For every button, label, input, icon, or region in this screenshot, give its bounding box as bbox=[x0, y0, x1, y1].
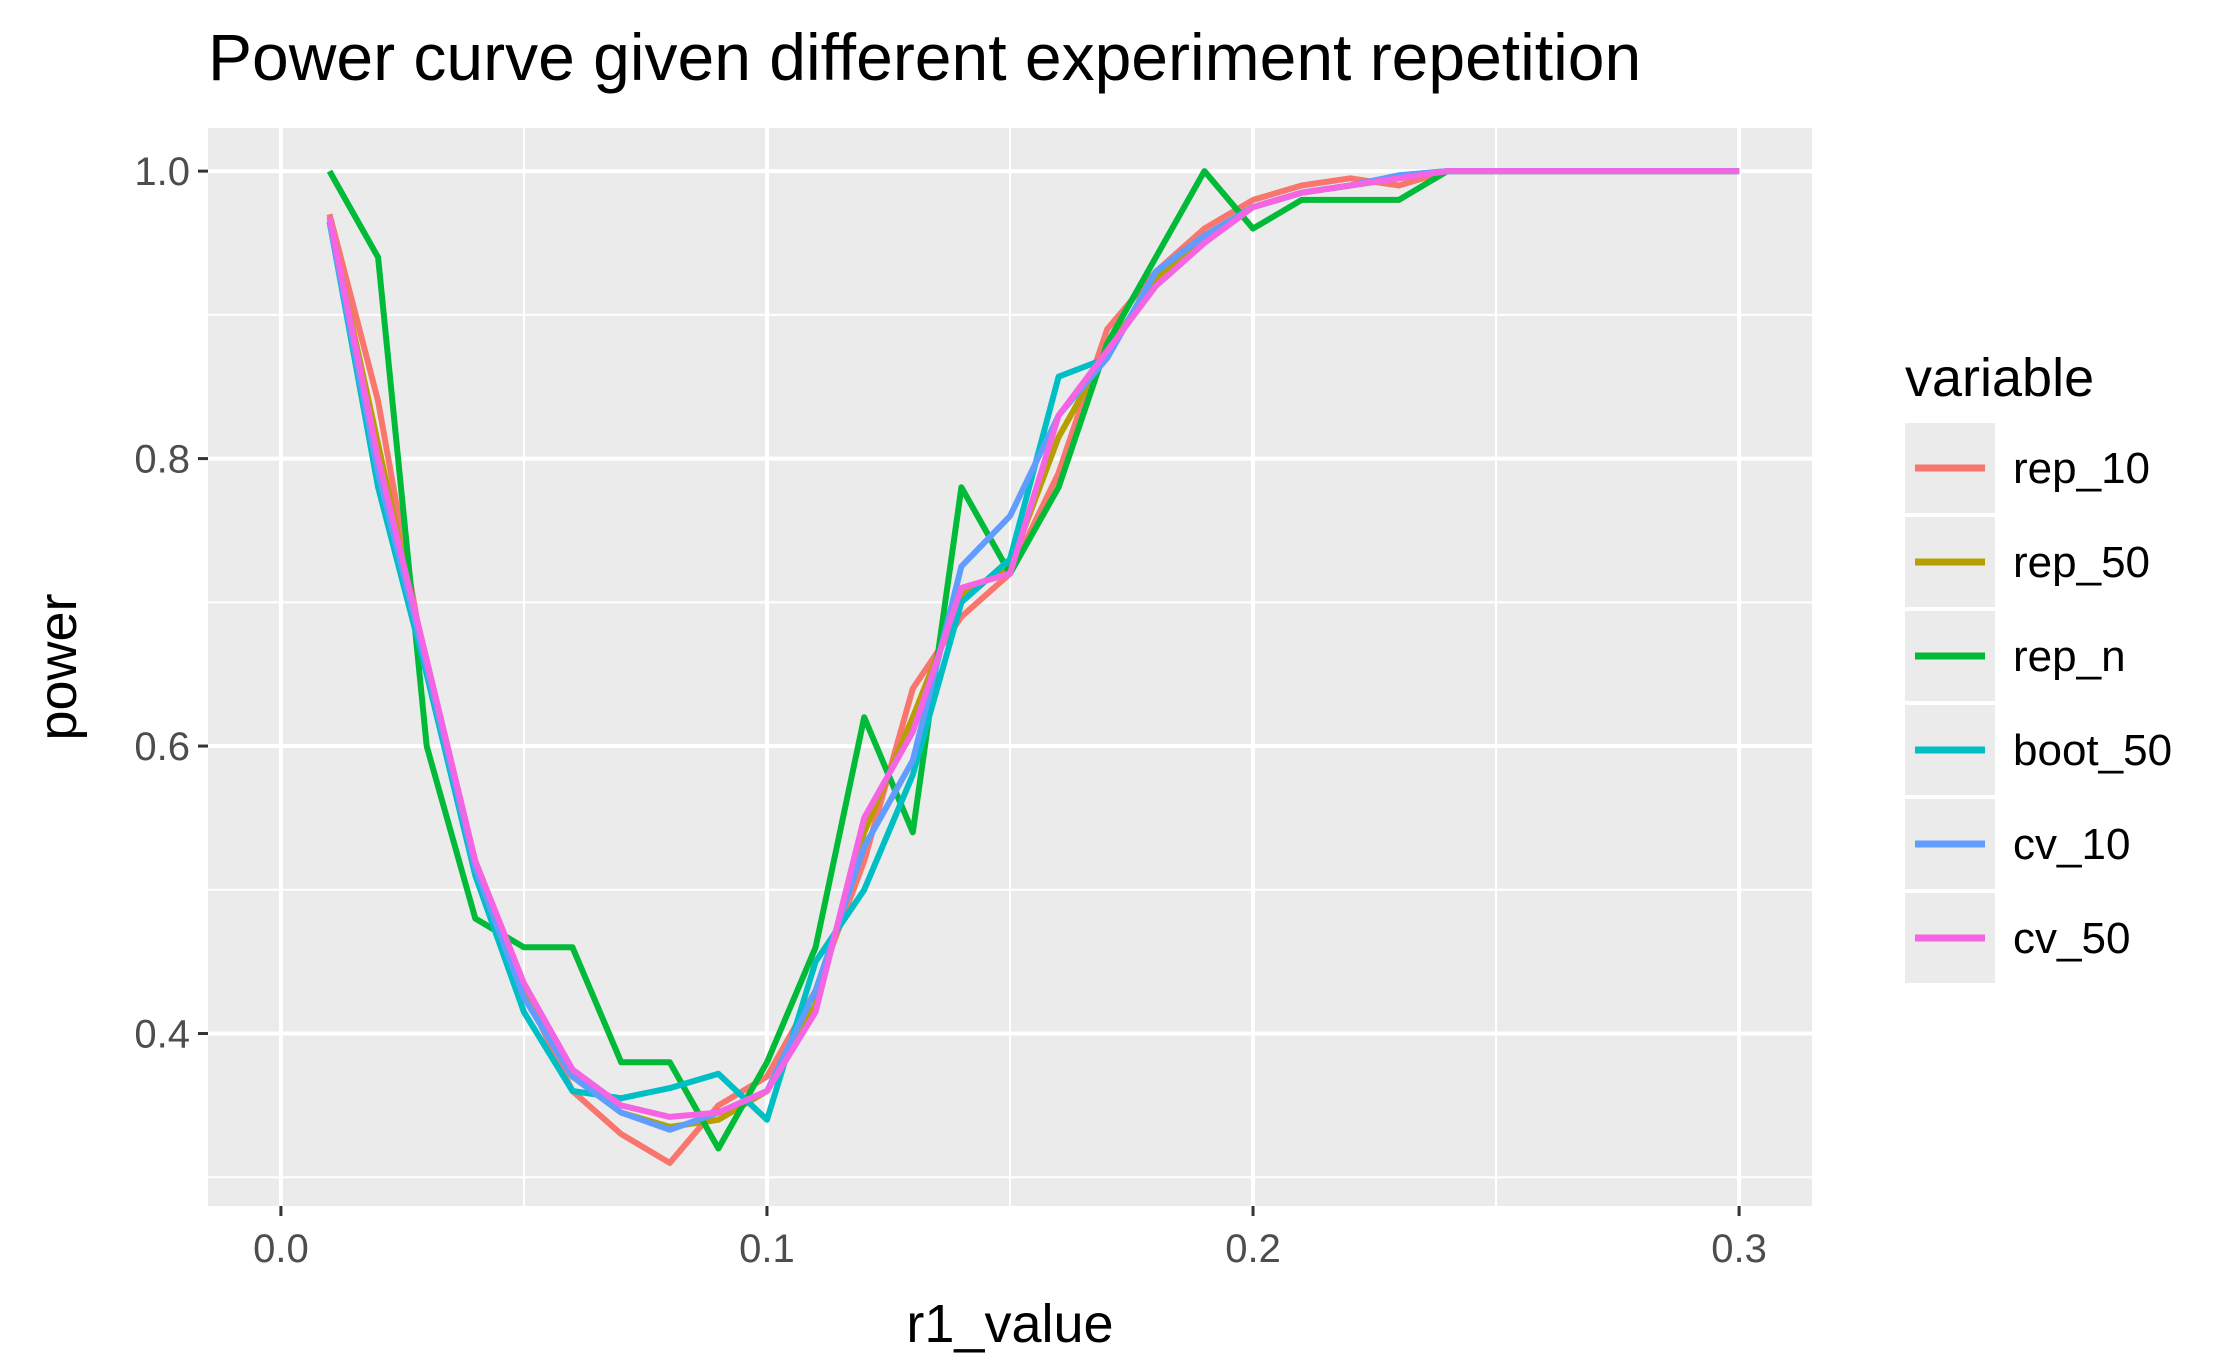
series-line-cv-50 bbox=[326, 168, 1740, 1120]
legend-title: variable bbox=[1905, 348, 2094, 408]
legend-label-cv-10: cv_10 bbox=[2013, 820, 2130, 869]
legend-label-rep-n: rep_n bbox=[2013, 632, 2126, 681]
legend-label-rep-50: rep_50 bbox=[2013, 538, 2150, 587]
legend-label-cv-50: cv_50 bbox=[2013, 914, 2130, 963]
x-tick-label: 0.1 bbox=[739, 1227, 795, 1271]
y-tick-label: 0.4 bbox=[134, 1013, 190, 1057]
major-gridlines bbox=[208, 128, 1812, 1206]
x-tick-label: 0.0 bbox=[253, 1227, 309, 1271]
x-tick-label: 0.2 bbox=[1225, 1227, 1281, 1271]
y-tick-label: 0.6 bbox=[134, 725, 190, 769]
x-axis: 0.0 0.1 0.2 0.3 bbox=[253, 1206, 1767, 1271]
legend: variable rep_10 rep_50 rep_n boot_50 cv_10cv… bbox=[1905, 348, 2172, 983]
y-tick-label: 0.8 bbox=[134, 438, 190, 482]
y-tick-label: 1.0 bbox=[134, 150, 190, 194]
chart-title: Power curve given different experiment r… bbox=[208, 20, 1641, 94]
legend-label-rep-10: rep_10 bbox=[2013, 444, 2150, 493]
legend-label-boot-50: boot_50 bbox=[2013, 726, 2172, 775]
minor-gridlines bbox=[208, 128, 1812, 1206]
series-lines bbox=[326, 168, 1740, 1166]
x-axis-title: r1_value bbox=[906, 1294, 1113, 1354]
y-axis-title: power bbox=[28, 593, 88, 740]
y-axis: 0.4 0.6 0.8 1.0 bbox=[134, 150, 208, 1057]
x-tick-label: 0.3 bbox=[1711, 1227, 1767, 1271]
